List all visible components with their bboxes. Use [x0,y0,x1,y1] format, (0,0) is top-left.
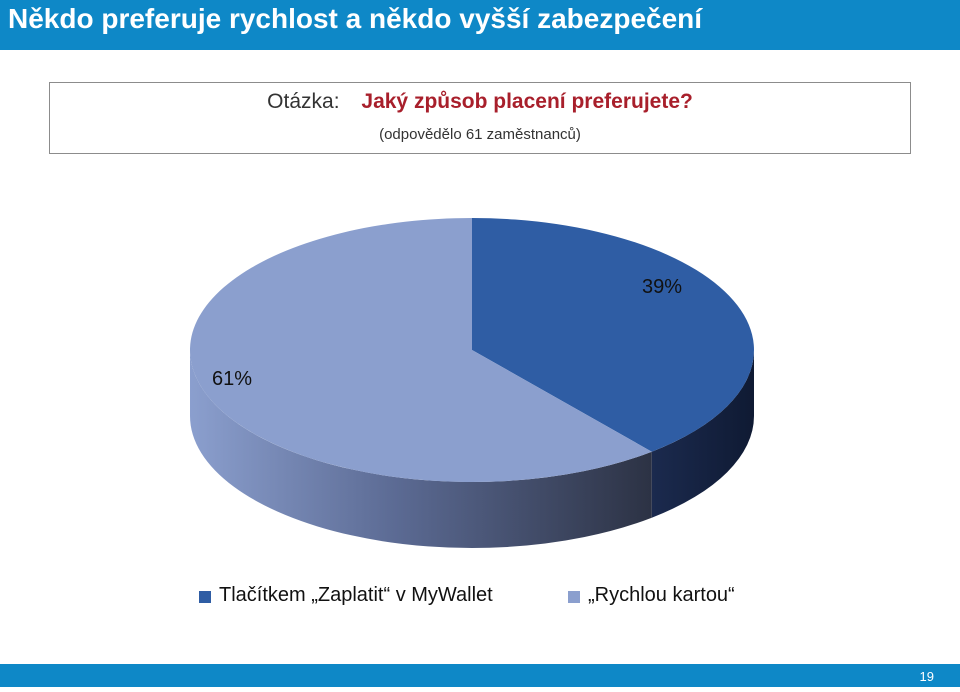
question-subtitle: (odpovědělo 61 zaměstnanců) [379,126,581,143]
legend-swatch-2 [568,591,580,603]
pie-slice-2 [189,218,652,483]
pie-side-slice-2 [190,350,652,548]
question-text: Jaký způsob placení preferujete? [361,90,693,113]
data-label-slice-1: 39% [642,276,683,298]
question-line: Otázka: Jaký způsob placení preferujete? [50,90,910,114]
pie-slice-1 [472,218,754,452]
pie-side-slice-1 [651,350,754,518]
title-bar: Někdo preferuje rychlost a někdo vyšší z… [0,0,960,50]
chart-legend: Tlačítkem „Zaplatit“ v MyWallet „Rychlou… [0,584,960,610]
legend-label-2: „Rychlou kartou“ [588,584,735,606]
legend-label-1: Tlačítkem „Zaplatit“ v MyWallet [219,584,493,606]
question-box: Otázka: Jaký způsob placení preferujete?… [49,82,911,154]
page-title: Někdo preferuje rychlost a někdo vyšší z… [8,3,703,34]
data-label-slice-2: 61% [212,368,253,390]
footer-bar: 19 [0,664,960,687]
legend-swatch-1 [199,591,211,603]
page-number: 19 [919,669,934,684]
question-label: Otázka: [267,90,340,113]
